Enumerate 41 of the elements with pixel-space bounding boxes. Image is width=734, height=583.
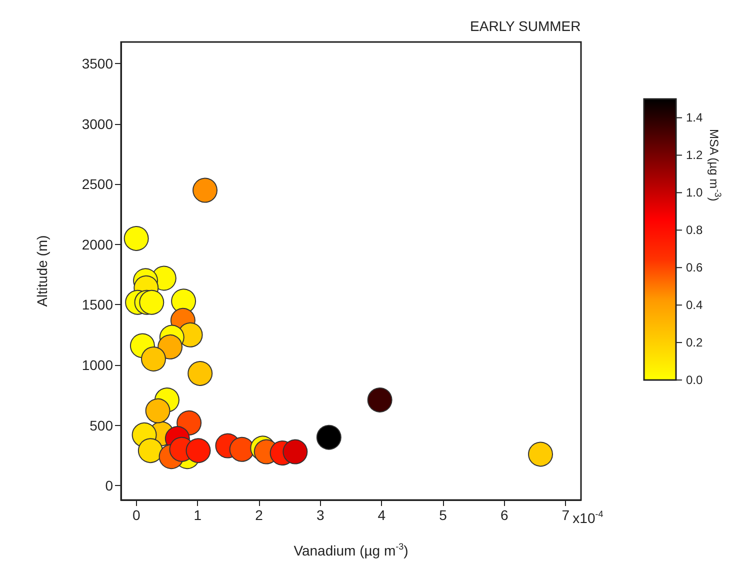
x-tick-label: 0 [132,507,140,523]
y-tick-label: 3000 [82,116,114,132]
x-tick-label: 3 [316,507,324,523]
point [367,387,392,412]
point [528,442,554,467]
point [186,438,211,464]
point [316,424,342,450]
y-axis-title: Altitude (m) [34,235,50,307]
y-tick-label: 0 [105,478,114,494]
point [141,346,166,372]
color-bar-label: 1.2 [686,148,704,162]
point [139,290,164,315]
y-tick-label: 500 [90,417,114,434]
color-bar-label: 0.2 [686,336,704,350]
x-tick-label: 6 [500,507,508,523]
x-tick-label: 7 [562,507,570,523]
y-tick-label: 1000 [82,357,114,374]
point [158,334,183,360]
point [145,398,170,424]
y-tick-label: 1500 [82,296,114,313]
point [192,178,218,203]
x-tick-label: 2 [255,507,264,523]
x-tick-label: 4 [378,507,386,523]
y-tick-label: 2000 [82,236,114,252]
color-bar-label: 0.4 [686,298,704,312]
color-bar-label: 0.6 [686,260,704,275]
x-tick-label: 1 [194,507,202,523]
x-tick-label: 5 [439,507,448,523]
point [124,226,149,251]
point [282,439,308,464]
color-bar-label: 0.0 [686,373,704,387]
color-bar-label: 1.0 [686,186,704,200]
chart-title: EARLY SUMMER [470,18,581,34]
color-bar-label: 1.4 [686,110,704,125]
point [188,360,213,386]
point [229,436,254,462]
y-tick-label: 3500 [82,56,114,72]
point [138,438,163,464]
color-bar-title: MSA (µg m-3) [707,129,723,202]
color-bar-label: 0.8 [686,223,704,238]
y-tick-label: 2500 [82,176,114,192]
